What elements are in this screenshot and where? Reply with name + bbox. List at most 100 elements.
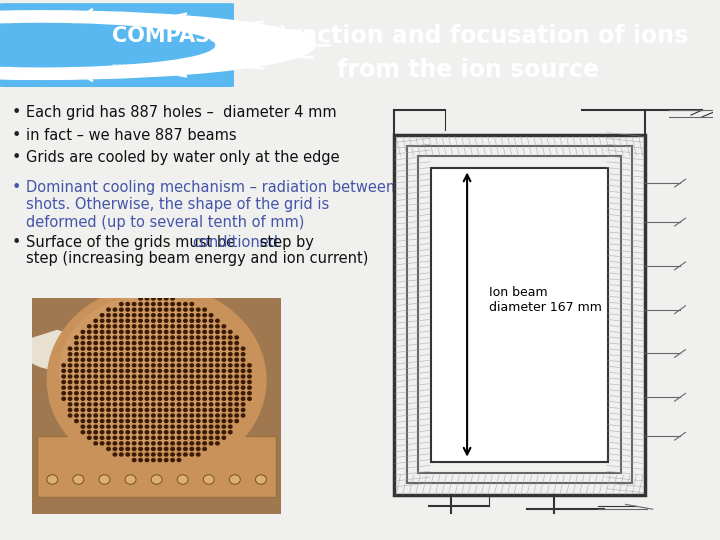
Circle shape	[158, 381, 161, 383]
Circle shape	[126, 341, 130, 345]
Circle shape	[126, 347, 130, 350]
Circle shape	[216, 369, 219, 373]
Circle shape	[126, 375, 130, 378]
Circle shape	[152, 308, 155, 311]
Circle shape	[81, 397, 85, 400]
Circle shape	[241, 369, 245, 373]
Circle shape	[81, 386, 85, 389]
Circle shape	[94, 341, 97, 345]
Circle shape	[68, 397, 72, 400]
Circle shape	[158, 414, 161, 417]
Circle shape	[216, 431, 219, 434]
Circle shape	[152, 397, 155, 400]
Circle shape	[68, 386, 72, 389]
Circle shape	[120, 364, 123, 367]
Circle shape	[60, 296, 233, 447]
Circle shape	[81, 375, 85, 378]
Circle shape	[132, 408, 136, 411]
Circle shape	[88, 336, 91, 339]
Circle shape	[171, 392, 174, 395]
Circle shape	[126, 431, 130, 434]
Circle shape	[73, 475, 84, 484]
Circle shape	[152, 448, 155, 450]
Circle shape	[75, 420, 78, 423]
Circle shape	[126, 325, 130, 328]
Text: INSTITUTE OF PLASMA PHYSICS ASCR: INSTITUTE OF PLASMA PHYSICS ASCR	[112, 64, 229, 69]
Circle shape	[177, 358, 181, 361]
Circle shape	[190, 375, 194, 378]
Circle shape	[222, 386, 225, 389]
Circle shape	[145, 403, 149, 406]
Circle shape	[107, 381, 110, 383]
Circle shape	[197, 408, 200, 411]
Circle shape	[210, 369, 213, 373]
Circle shape	[235, 364, 238, 367]
Circle shape	[113, 353, 117, 356]
Circle shape	[203, 319, 207, 322]
Circle shape	[216, 325, 219, 328]
Circle shape	[113, 403, 117, 406]
Circle shape	[164, 386, 168, 389]
Circle shape	[94, 442, 97, 445]
Circle shape	[210, 381, 213, 383]
Circle shape	[216, 436, 219, 440]
Circle shape	[222, 341, 225, 345]
Circle shape	[241, 381, 245, 383]
Circle shape	[75, 364, 78, 367]
Circle shape	[164, 302, 168, 306]
Circle shape	[184, 369, 187, 373]
Circle shape	[158, 448, 161, 450]
Circle shape	[120, 397, 123, 400]
Text: Grids are cooled by water only at the edge: Grids are cooled by water only at the ed…	[26, 150, 340, 165]
Circle shape	[190, 420, 194, 423]
Circle shape	[139, 353, 143, 356]
Circle shape	[197, 347, 200, 350]
Circle shape	[126, 336, 130, 339]
Circle shape	[158, 392, 161, 395]
Circle shape	[203, 448, 207, 450]
Circle shape	[197, 336, 200, 339]
Circle shape	[113, 420, 117, 423]
Circle shape	[126, 420, 130, 423]
Circle shape	[120, 453, 123, 456]
Circle shape	[210, 336, 213, 339]
Circle shape	[158, 336, 161, 339]
Circle shape	[177, 364, 181, 367]
Circle shape	[164, 403, 168, 406]
Circle shape	[152, 431, 155, 434]
Circle shape	[241, 375, 245, 378]
Circle shape	[113, 397, 117, 400]
Circle shape	[197, 381, 200, 383]
Circle shape	[171, 436, 174, 440]
Circle shape	[158, 308, 161, 311]
Circle shape	[164, 341, 168, 345]
Circle shape	[81, 347, 85, 350]
Circle shape	[68, 375, 72, 378]
Circle shape	[228, 397, 232, 400]
Circle shape	[100, 392, 104, 395]
Circle shape	[126, 453, 130, 456]
Circle shape	[190, 325, 194, 328]
Circle shape	[113, 330, 117, 333]
Circle shape	[88, 386, 91, 389]
Circle shape	[75, 408, 78, 411]
Circle shape	[94, 414, 97, 417]
Circle shape	[158, 325, 161, 328]
Circle shape	[184, 302, 187, 306]
Circle shape	[139, 386, 143, 389]
Circle shape	[107, 442, 110, 445]
Circle shape	[126, 302, 130, 306]
Circle shape	[152, 330, 155, 333]
Circle shape	[139, 408, 143, 411]
Text: Each grid has 887 holes –  diameter 4 mm: Each grid has 887 holes – diameter 4 mm	[26, 105, 337, 120]
Circle shape	[139, 330, 143, 333]
Circle shape	[120, 325, 123, 328]
Circle shape	[151, 475, 162, 484]
Circle shape	[230, 475, 240, 484]
Circle shape	[100, 403, 104, 406]
Circle shape	[68, 364, 72, 367]
Circle shape	[107, 341, 110, 345]
Circle shape	[113, 336, 117, 339]
Circle shape	[88, 381, 91, 383]
Circle shape	[228, 420, 232, 423]
